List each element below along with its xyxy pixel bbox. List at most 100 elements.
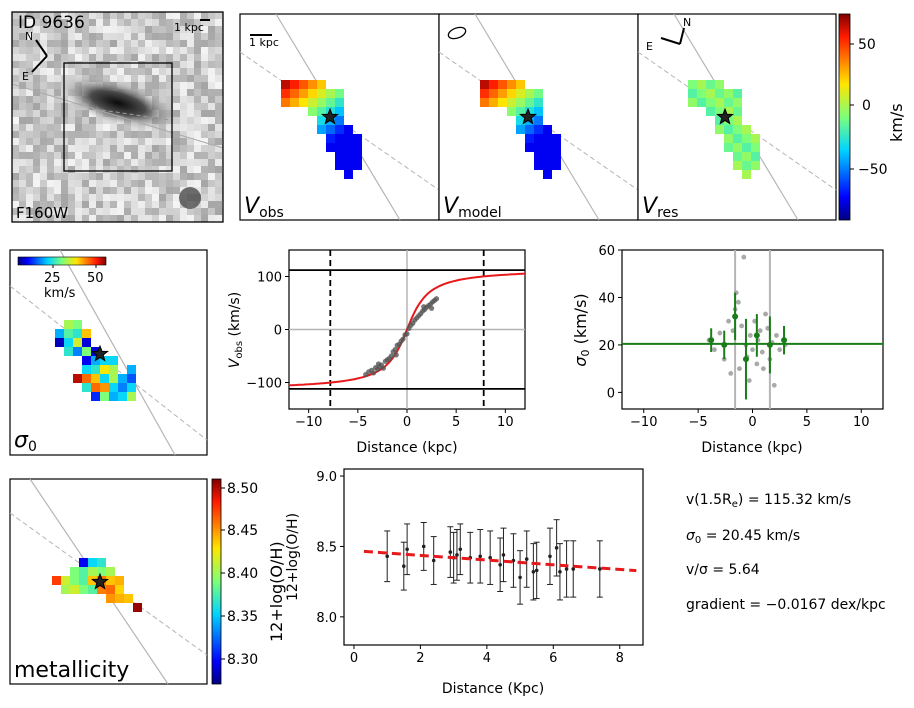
map-pixel (489, 98, 498, 107)
noise-pixel (89, 117, 96, 124)
map-pixel (308, 98, 317, 107)
noise-pixel (96, 201, 103, 208)
metallicity-pixel (115, 576, 124, 585)
noise-pixel (12, 208, 19, 215)
noise-pixel (96, 131, 103, 138)
noise-pixel (33, 61, 40, 68)
noise-pixel (47, 89, 54, 96)
noise-pixel (47, 173, 54, 180)
noise-pixel (61, 194, 68, 201)
metallicity-map-panel: metallicity (9, 478, 208, 685)
noise-pixel (131, 215, 138, 222)
noise-pixel (117, 173, 124, 180)
noise-pixel (180, 110, 187, 117)
center-star (321, 107, 339, 125)
metallicity-pixel (106, 576, 115, 585)
noise-pixel (26, 89, 33, 96)
map-pixel (543, 125, 552, 134)
noise-pixel (96, 159, 103, 166)
sp-grey-point (759, 349, 765, 355)
noise-pixel (75, 145, 82, 152)
noise-pixel (215, 19, 222, 26)
noise-pixel (110, 166, 117, 173)
noise-pixel (208, 173, 215, 180)
noise-pixel (47, 208, 54, 215)
noise-pixel (103, 215, 110, 222)
noise-pixel (47, 131, 54, 138)
noise-pixel (201, 201, 208, 208)
noise-pixel (33, 145, 40, 152)
galaxy-image (58, 75, 178, 131)
noise-pixel (201, 82, 208, 89)
map-pixel (724, 134, 733, 143)
noise-pixel (47, 138, 54, 145)
noise-pixel (12, 187, 19, 194)
noise-pixel (180, 96, 187, 103)
noise-pixel (82, 33, 89, 40)
mg-fit-line (363, 549, 637, 573)
map-pixel (335, 152, 344, 161)
noise-pixel (194, 82, 201, 89)
noise-pixel (96, 19, 103, 26)
noise-pixel (12, 194, 19, 201)
noise-pixel (68, 138, 75, 145)
noise-pixel (82, 152, 89, 159)
map-pixel (281, 80, 290, 89)
companion-source (179, 187, 201, 209)
noise-pixel (54, 103, 61, 110)
noise-pixel (152, 82, 159, 89)
noise-pixel (96, 47, 103, 54)
noise-pixel (75, 208, 82, 215)
sp-xtick-label: 0 (748, 415, 756, 430)
noise-pixel (124, 159, 131, 166)
rc-xtick-label: −10 (295, 415, 322, 430)
noise-pixel (138, 215, 145, 222)
sp-grey-point (774, 333, 779, 338)
noise-pixel (61, 12, 68, 19)
noise-pixel (47, 124, 54, 131)
sp-xtick-label: 5 (803, 415, 811, 430)
noise-pixel (145, 75, 152, 82)
noise-pixel (187, 89, 194, 96)
noise-pixel (124, 145, 131, 152)
noise-pixel (110, 124, 117, 131)
noise-pixel (166, 187, 173, 194)
noise-pixel (19, 215, 26, 222)
noise-pixel (180, 19, 187, 26)
sp-grey-point (726, 318, 731, 324)
noise-pixel (131, 138, 138, 145)
noise-pixel (26, 131, 33, 138)
sigma-pixel (100, 392, 109, 401)
sigma-pixel (91, 374, 100, 383)
noise-pixel (75, 187, 82, 194)
noise-pixel (194, 215, 201, 222)
noise-pixel (152, 33, 159, 40)
noise-pixel (40, 173, 47, 180)
map-pixel (534, 125, 543, 134)
noise-pixel (96, 166, 103, 173)
noise-pixel (187, 117, 194, 124)
noise-pixel (215, 145, 222, 152)
noise-pixel (47, 82, 54, 89)
noise-pixel (124, 61, 131, 68)
noise-pixel (166, 173, 173, 180)
noise-pixel (75, 131, 82, 138)
noise-pixel (194, 89, 201, 96)
noise-pixel (166, 89, 173, 96)
noise-pixel (19, 82, 26, 89)
noise-pixel (26, 75, 33, 82)
noise-pixel (68, 61, 75, 68)
noise-pixel (110, 33, 117, 40)
noise-pixel (12, 89, 19, 96)
noise-pixel (173, 96, 180, 103)
noise-pixel (54, 26, 61, 33)
noise-pixel (89, 68, 96, 75)
noise-pixel (194, 68, 201, 75)
noise-pixel (124, 19, 131, 26)
noise-pixel (19, 12, 26, 19)
sigma-pixel (82, 329, 91, 338)
map-pixel (507, 107, 516, 116)
noise-pixel (117, 75, 124, 82)
noise-pixel (159, 187, 166, 194)
metallicity-pixel (133, 603, 142, 612)
